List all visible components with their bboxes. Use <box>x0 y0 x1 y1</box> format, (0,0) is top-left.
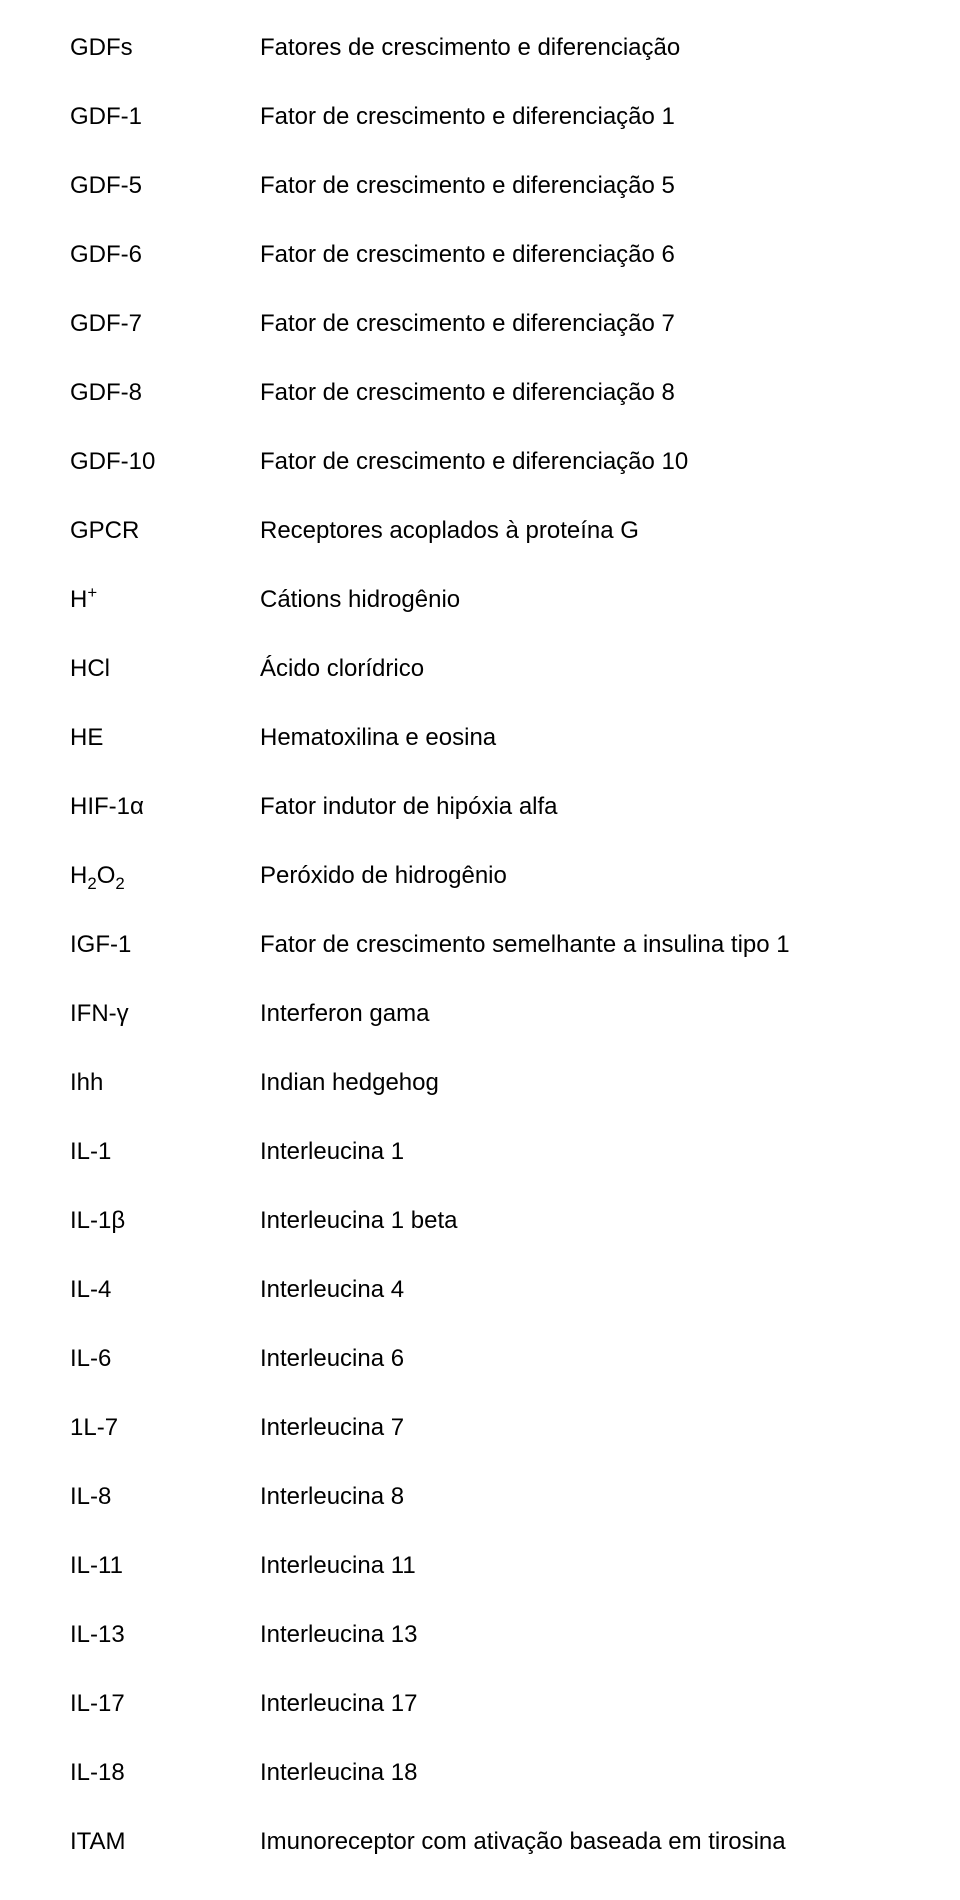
glossary-list: GDFsFatores de crescimento e diferenciaç… <box>70 30 890 1860</box>
glossary-definition: Interleucina 7 <box>260 1410 890 1446</box>
glossary-row: 1L-7Interleucina 7 <box>70 1410 890 1446</box>
glossary-term: GDF-7 <box>70 306 260 342</box>
glossary-term: HIF-1α <box>70 789 260 825</box>
glossary-term: Ihh <box>70 1065 260 1101</box>
glossary-row: IL-6Interleucina 6 <box>70 1341 890 1377</box>
glossary-term: GPCR <box>70 513 260 549</box>
glossary-definition: Fator de crescimento semelhante a insuli… <box>260 927 890 963</box>
glossary-term: GDF-10 <box>70 444 260 480</box>
glossary-definition: Interleucina 6 <box>260 1341 890 1377</box>
glossary-definition: Interleucina 8 <box>260 1479 890 1515</box>
glossary-term: IL-13 <box>70 1617 260 1653</box>
glossary-term: IL-1β <box>70 1203 260 1239</box>
glossary-row: GDF-8Fator de crescimento e diferenciaçã… <box>70 375 890 411</box>
glossary-term: 1L-7 <box>70 1410 260 1446</box>
glossary-row: IL-13Interleucina 13 <box>70 1617 890 1653</box>
glossary-term: GDF-8 <box>70 375 260 411</box>
glossary-term: GDF-5 <box>70 168 260 204</box>
glossary-definition: Interleucina 1 beta <box>260 1203 890 1239</box>
glossary-term: GDF-6 <box>70 237 260 273</box>
glossary-row: ITAMImunoreceptor com ativação baseada e… <box>70 1824 890 1860</box>
glossary-term: H2O2 <box>70 858 260 894</box>
glossary-term: IL-6 <box>70 1341 260 1377</box>
glossary-row: GDF-10Fator de crescimento e diferenciaç… <box>70 444 890 480</box>
glossary-term: HCl <box>70 651 260 687</box>
glossary-row: IL-8Interleucina 8 <box>70 1479 890 1515</box>
glossary-row: HIF-1αFator indutor de hipóxia alfa <box>70 789 890 825</box>
glossary-definition: Cátions hidrogênio <box>260 582 890 618</box>
glossary-definition: Fator indutor de hipóxia alfa <box>260 789 890 825</box>
glossary-row: IL-17Interleucina 17 <box>70 1686 890 1722</box>
glossary-row: IL-18Interleucina 18 <box>70 1755 890 1791</box>
glossary-term: GDF-1 <box>70 99 260 135</box>
glossary-definition: Fator de crescimento e diferenciação 8 <box>260 375 890 411</box>
glossary-term: IL-18 <box>70 1755 260 1791</box>
glossary-definition: Imunoreceptor com ativação baseada em ti… <box>260 1824 890 1860</box>
glossary-term: IL-4 <box>70 1272 260 1308</box>
glossary-definition: Interleucina 11 <box>260 1548 890 1584</box>
glossary-row: IL-1Interleucina 1 <box>70 1134 890 1170</box>
glossary-row: IFN-γInterferon gama <box>70 996 890 1032</box>
glossary-term: H+ <box>70 582 260 618</box>
glossary-row: IGF-1Fator de crescimento semelhante a i… <box>70 927 890 963</box>
glossary-definition: Hematoxilina e eosina <box>260 720 890 756</box>
glossary-term: IL-8 <box>70 1479 260 1515</box>
glossary-term: IGF-1 <box>70 927 260 963</box>
glossary-term: IL-17 <box>70 1686 260 1722</box>
glossary-term: GDFs <box>70 30 260 66</box>
glossary-definition: Fator de crescimento e diferenciação 7 <box>260 306 890 342</box>
glossary-row: HClÁcido clorídrico <box>70 651 890 687</box>
glossary-term: IFN-γ <box>70 996 260 1032</box>
glossary-definition: Peróxido de hidrogênio <box>260 858 890 894</box>
glossary-term: HE <box>70 720 260 756</box>
glossary-definition: Interleucina 18 <box>260 1755 890 1791</box>
glossary-definition: Fator de crescimento e diferenciação 6 <box>260 237 890 273</box>
glossary-row: GDF-7Fator de crescimento e diferenciaçã… <box>70 306 890 342</box>
glossary-definition: Receptores acoplados à proteína G <box>260 513 890 549</box>
glossary-definition: Fator de crescimento e diferenciação 10 <box>260 444 890 480</box>
glossary-definition: Interleucina 1 <box>260 1134 890 1170</box>
glossary-term: ITAM <box>70 1824 260 1860</box>
glossary-row: GDF-1Fator de crescimento e diferenciaçã… <box>70 99 890 135</box>
glossary-row: GDF-6Fator de crescimento e diferenciaçã… <box>70 237 890 273</box>
glossary-definition: Interleucina 13 <box>260 1617 890 1653</box>
glossary-row: GDFsFatores de crescimento e diferenciaç… <box>70 30 890 66</box>
glossary-definition: Indian hedgehog <box>260 1065 890 1101</box>
glossary-definition: Fatores de crescimento e diferenciação <box>260 30 890 66</box>
glossary-row: IhhIndian hedgehog <box>70 1065 890 1101</box>
glossary-row: H+Cátions hidrogênio <box>70 582 890 618</box>
glossary-definition: Ácido clorídrico <box>260 651 890 687</box>
glossary-definition: Fator de crescimento e diferenciação 1 <box>260 99 890 135</box>
glossary-definition: Interleucina 4 <box>260 1272 890 1308</box>
glossary-term: IL-11 <box>70 1548 260 1584</box>
glossary-row: GDF-5Fator de crescimento e diferenciaçã… <box>70 168 890 204</box>
glossary-definition: Interferon gama <box>260 996 890 1032</box>
glossary-row: IL-11Interleucina 11 <box>70 1548 890 1584</box>
glossary-row: IL-1βInterleucina 1 beta <box>70 1203 890 1239</box>
glossary-row: GPCRReceptores acoplados à proteína G <box>70 513 890 549</box>
glossary-term: IL-1 <box>70 1134 260 1170</box>
glossary-definition: Interleucina 17 <box>260 1686 890 1722</box>
glossary-row: IL-4Interleucina 4 <box>70 1272 890 1308</box>
glossary-row: HEHematoxilina e eosina <box>70 720 890 756</box>
glossary-definition: Fator de crescimento e diferenciação 5 <box>260 168 890 204</box>
glossary-row: H2O2Peróxido de hidrogênio <box>70 858 890 894</box>
